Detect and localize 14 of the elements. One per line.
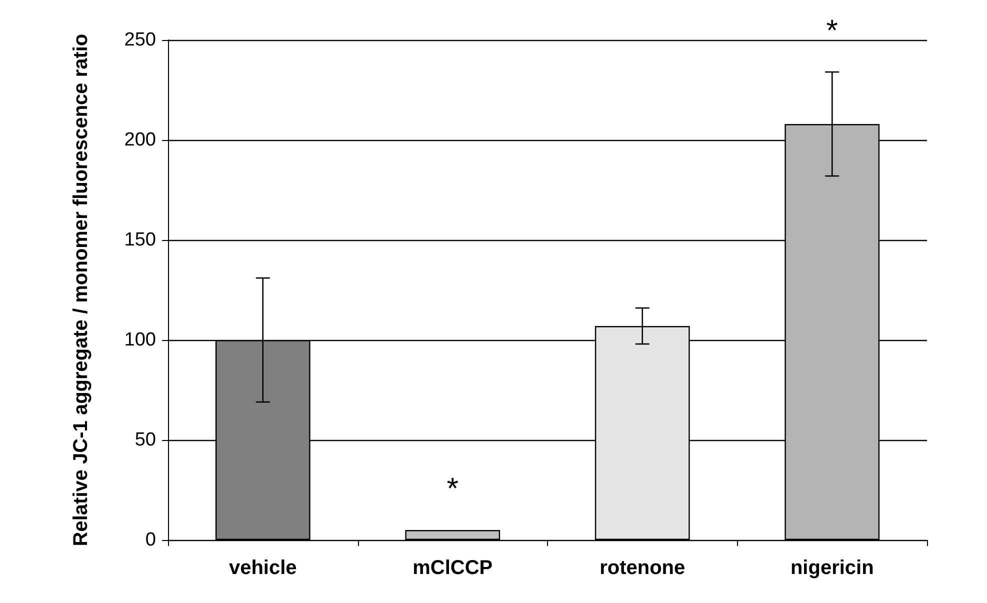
x-tick-label: rotenone [600, 557, 686, 579]
bar [405, 530, 500, 540]
y-axis-title: Relative JC-1 aggregate / monomer fluorescence ratio [70, 34, 92, 546]
x-tick-label: nigericin [790, 557, 874, 579]
annotation: * [826, 14, 838, 48]
annotation: * [446, 472, 459, 506]
x-tick-label: mClCCP [412, 557, 493, 579]
y-tick-label: 200 [124, 130, 156, 150]
x-tick-label: vehicle [228, 557, 297, 579]
y-tick-label: 50 [134, 430, 156, 450]
y-tick-label: 250 [124, 30, 156, 50]
y-tick-label: 100 [124, 330, 156, 350]
y-tick-label: 150 [124, 230, 156, 250]
y-tick-label: 0 [145, 530, 156, 550]
